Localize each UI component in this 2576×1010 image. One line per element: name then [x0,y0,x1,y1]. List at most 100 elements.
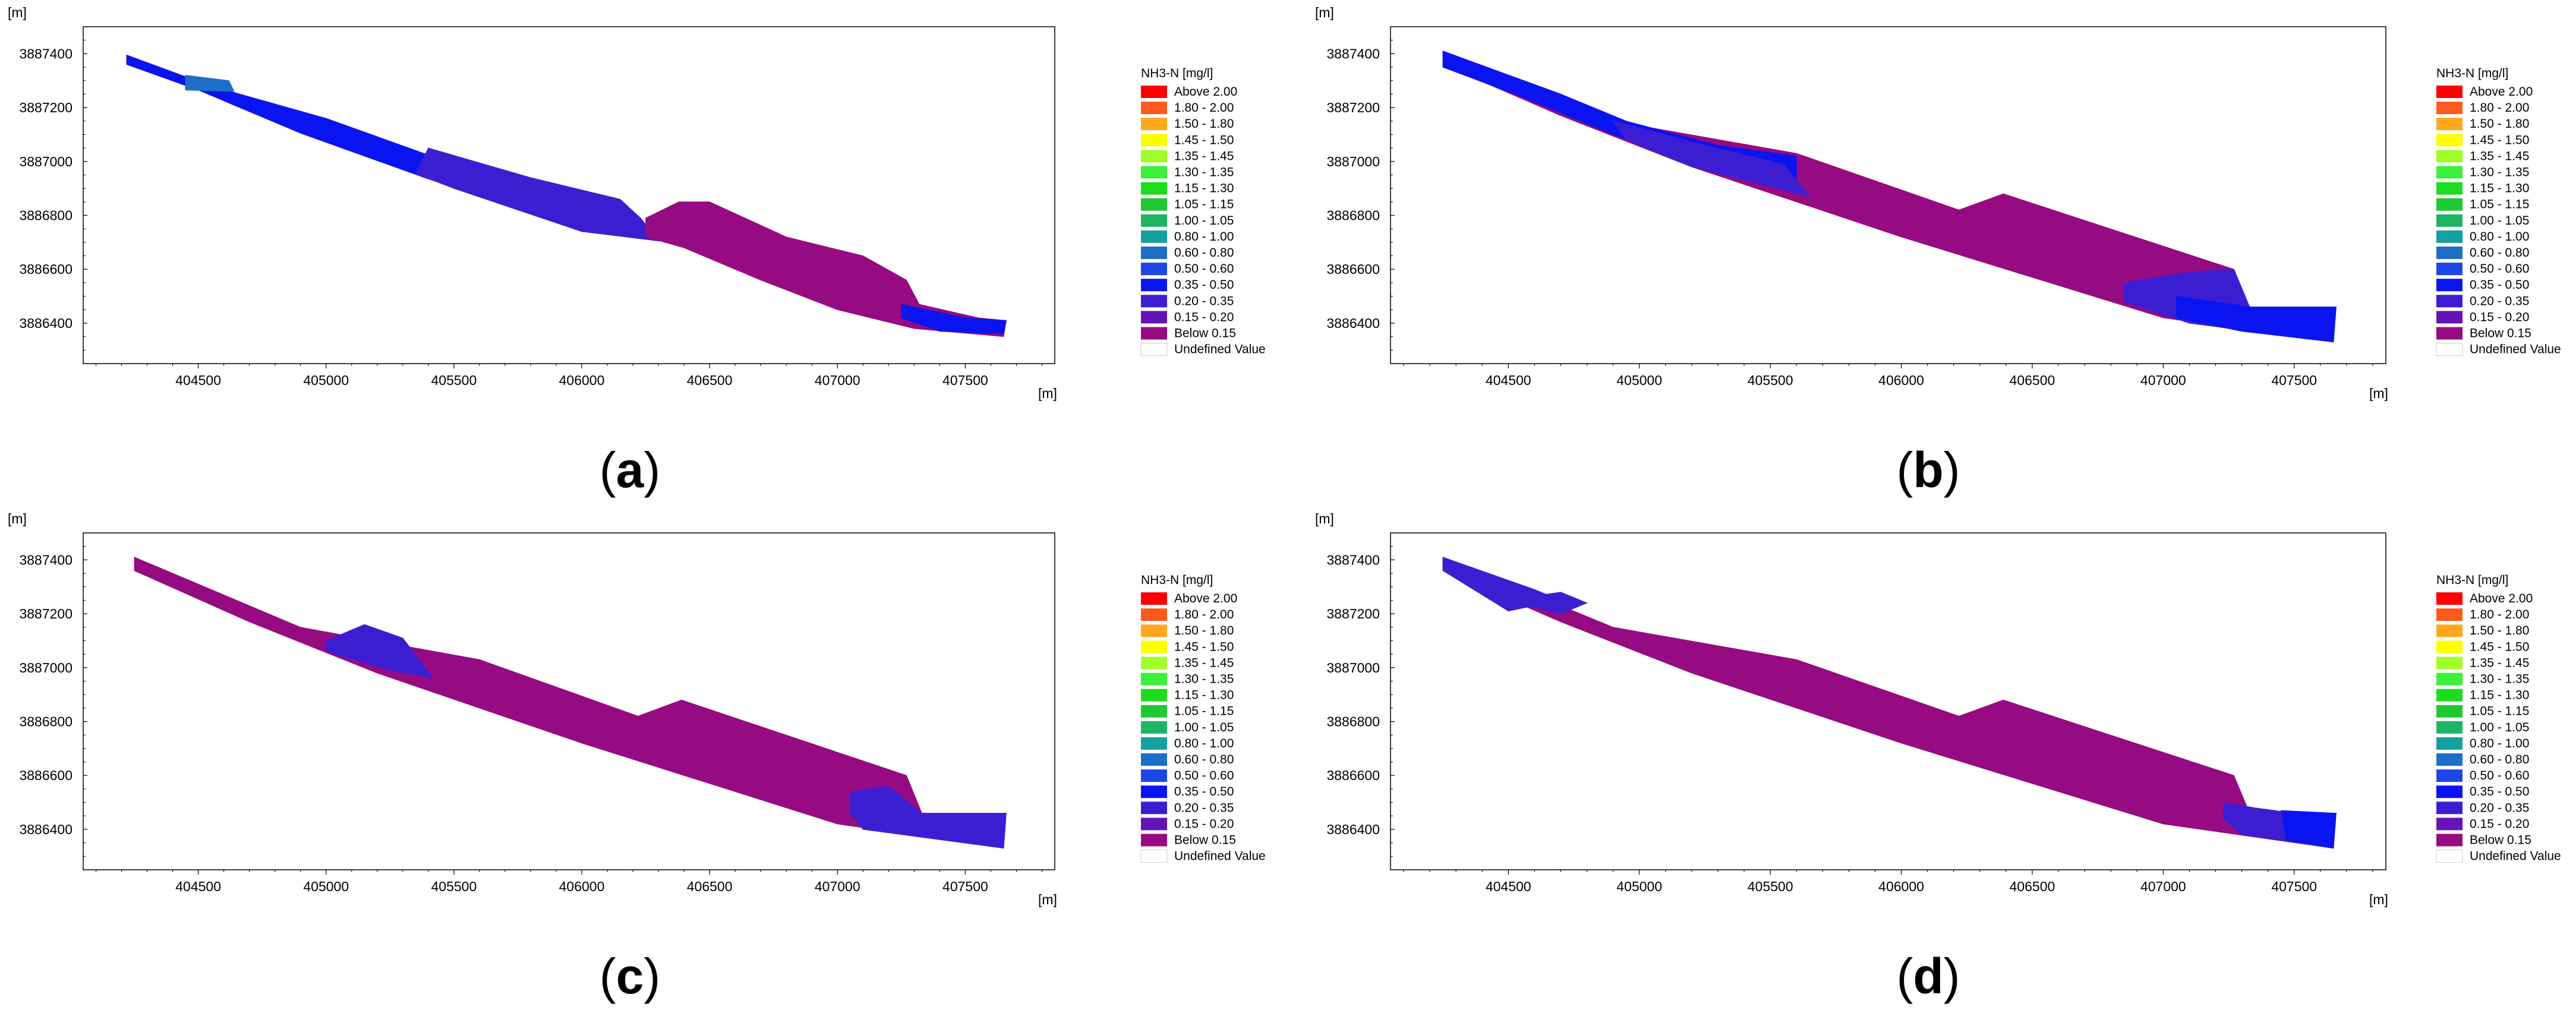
x-tick-label: 406500 [687,879,733,894]
legend-label: 1.80 - 2.00 [1174,101,1234,115]
legend-label: Undefined Value [2470,850,2561,863]
legend-label: 1.30 - 1.35 [1174,673,1234,686]
legend-swatch [1141,295,1167,308]
y-tick-label: 3887000 [19,660,72,676]
x-tick-label: 404500 [1486,879,1531,894]
legend-swatch [1141,753,1167,766]
y-tick-label: 3887000 [1326,660,1380,676]
legend-swatch [2436,118,2463,131]
legend-swatch [1141,134,1167,147]
caption-close-paren: ) [1944,948,1960,1004]
legend-swatch [1141,592,1167,605]
x-tick-label: 407500 [2271,373,2317,388]
y-tick-label: 3886800 [1326,208,1380,223]
region-3 [1612,120,1811,197]
x-tick-label: 405500 [1748,879,1793,894]
legend-swatch [1141,118,1167,131]
y-tick-label: 3886800 [19,714,72,730]
panel-d: 3886400 3886600 3886800 3887000 3887200 38874… [1315,511,2561,1004]
panel-caption: (d) [1896,948,1960,1004]
y-tick-label: 3886800 [1326,714,1380,730]
x-tick-label: 407000 [2140,879,2186,894]
legend-label: 0.20 - 0.35 [1174,801,1234,815]
x-axis-unit: [m] [2369,386,2388,401]
legend-label: 1.50 - 1.80 [2470,624,2529,637]
y-tick-label: 3886600 [19,261,72,277]
legend-swatch [2436,801,2463,815]
legend-label: 0.50 - 0.60 [2470,262,2529,276]
legend-label: 0.80 - 1.00 [2470,737,2529,750]
legend-label: Undefined Value [2470,343,2561,356]
x-tick-label: 404500 [1486,373,1531,388]
x-tick-label: 404500 [175,879,221,894]
legend-label: 1.35 - 1.45 [2470,656,2529,670]
legend-swatch [1141,311,1167,324]
plot-frame [83,532,1055,870]
legend-swatch [1141,705,1167,718]
legend-swatch [1140,850,1168,863]
legend-label: 0.80 - 1.00 [1174,230,1234,244]
legend-label: 0.35 - 0.50 [2470,785,2529,798]
legend-swatch [2436,198,2463,211]
legend-label: 1.50 - 1.80 [2470,117,2529,131]
legend-swatch [1141,263,1167,276]
legend-label: 0.50 - 0.60 [2470,769,2529,782]
legend-swatch [1141,689,1167,702]
legend-swatch [1141,214,1167,227]
legend-label: 1.35 - 1.45 [2470,149,2529,163]
y-axis-unit: [m] [1315,5,1334,20]
y-tick-label: 3887200 [19,606,72,621]
legend-label: 0.60 - 0.80 [1174,246,1234,260]
legend-label: 0.80 - 1.00 [2470,230,2529,244]
legend-swatch [1141,834,1167,847]
legend-swatch [2436,673,2463,686]
legend-title: NH3-N [mg/l] [1141,573,1213,587]
legend-label: 0.60 - 0.80 [2470,246,2529,260]
x-axis-unit: [m] [2369,892,2388,907]
legend-label: 1.30 - 1.35 [1174,166,1234,179]
legend-label: 0.35 - 0.50 [1174,278,1234,292]
legend-swatch [1141,721,1167,734]
legend-title: NH3-N [mg/l] [1141,67,1213,80]
caption-close-paren: ) [644,442,660,498]
legend-swatch [2436,834,2463,847]
legend-swatch [2436,592,2463,605]
legend-swatch [2436,721,2463,734]
legend: NH3-N [mg/l] Above 2.00 1.80 - 2.00 1.50 - … [2436,573,2561,863]
caption-close-paren: ) [644,948,660,1004]
legend: NH3-N [mg/l] Above 2.00 1.80 - 2.00 1.50 - … [1140,573,1266,863]
x-tick-label: 406500 [2010,373,2055,388]
x-tick-label: 406000 [1878,879,1924,894]
legend-label: 0.20 - 0.35 [2470,294,2529,308]
legend-swatch [2436,102,2463,115]
legend-label: 0.20 - 0.35 [2470,801,2529,815]
legend-label: 1.15 - 1.30 [1174,689,1234,702]
x-tick-label: 405000 [1616,879,1662,894]
legend-swatch [1141,230,1167,243]
legend-label: 0.35 - 0.50 [2470,278,2529,292]
legend-label: Below 0.15 [2470,834,2531,847]
legend-swatch [1141,608,1167,621]
legend-label: 1.45 - 1.50 [2470,640,2529,654]
x-axis-unit: [m] [1038,386,1057,401]
y-tick-label: 3886400 [1326,822,1380,837]
legend-label: 0.15 - 0.20 [2470,817,2529,831]
legend-label: 1.45 - 1.50 [1174,640,1234,654]
y-tick-label: 3887200 [1326,100,1380,115]
y-axis-unit: [m] [8,5,27,20]
y-tick-label: 3887200 [19,100,72,115]
legend-label: 1.15 - 1.30 [2470,182,2529,195]
legend-label: Below 0.15 [1174,834,1236,847]
region-5 [2175,296,2337,343]
panel-c: 3886400 3886600 3886800 3887000 3887200 38874… [8,511,1266,1004]
region-5 [2281,810,2337,849]
legend-swatch [1141,102,1167,115]
legend-label: 0.15 - 0.20 [2470,310,2529,324]
y-tick-label: 3887400 [19,552,72,567]
legend-swatch [1141,247,1167,259]
x-tick-label: 406500 [687,373,733,388]
region-3 [1521,592,1588,614]
legend-label: 0.60 - 0.80 [1174,753,1234,766]
legend-swatch [1140,343,1168,356]
region-2 [326,624,434,679]
